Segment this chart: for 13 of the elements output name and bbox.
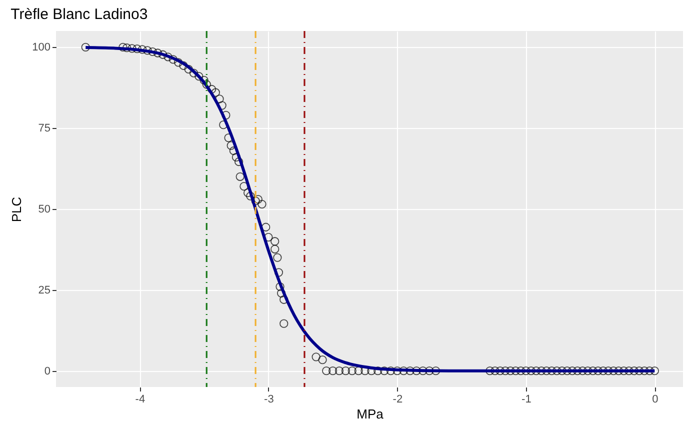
chart-title: Trèfle Blanc Ladino3 xyxy=(10,6,148,24)
x-tick-label: -2 xyxy=(392,394,403,406)
x-axis-title: MPa xyxy=(356,406,384,422)
y-tick-label: 0 xyxy=(44,365,50,378)
y-tick-label: 100 xyxy=(32,42,50,54)
x-tick-label: -3 xyxy=(264,394,274,406)
x-tick-label: 0 xyxy=(652,394,658,406)
y-axis-title: PLC xyxy=(9,196,24,222)
y-tick-label: 50 xyxy=(38,204,50,216)
x-tick-label: -1 xyxy=(522,394,532,406)
y-tick-label: 75 xyxy=(38,122,50,135)
x-tick-label: -4 xyxy=(135,394,146,406)
y-tick-label: 25 xyxy=(38,284,50,296)
